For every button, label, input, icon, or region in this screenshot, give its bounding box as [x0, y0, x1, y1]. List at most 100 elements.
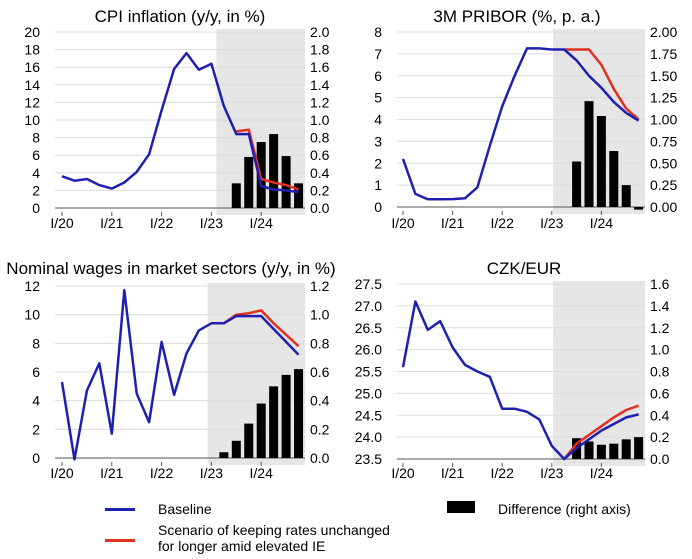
difference-bar	[294, 369, 304, 458]
y-right-tick-label: 1.0	[310, 112, 330, 128]
y-left-tick-label: 7	[374, 46, 382, 62]
x-tick-label: I/23	[540, 215, 564, 231]
y-left-tick-label: 12	[24, 278, 40, 294]
y-right-tick-label: 0.4	[310, 393, 330, 409]
y-left-tick-label: 18	[24, 42, 40, 58]
difference-bar	[584, 101, 594, 207]
y-right-tick-label: 0.0	[310, 200, 330, 216]
baseline-line	[401, 47, 640, 201]
y-left-tick-label: 4	[32, 165, 40, 181]
y-left-tick-label: 24.0	[355, 429, 382, 445]
y-left-tick-label: 8	[32, 335, 40, 351]
y-right-tick-label: 1.25	[650, 90, 677, 106]
x-tick-label: I/21	[441, 465, 465, 481]
x-tick-label: I/22	[150, 465, 174, 481]
y-left-tick-label: 25.0	[355, 385, 382, 401]
y-right-tick-label: 0.8	[310, 335, 330, 351]
legend-difference-swatch	[447, 501, 475, 513]
y-left-tick-label: 4	[374, 112, 382, 128]
y-right-tick-label: 2.00	[650, 24, 677, 40]
difference-bar	[219, 452, 229, 458]
chart-panel-4: 23.5 24.0 24.5 25.0 25.5 26.0 26.5 27.0 27.5 0.0 0…	[355, 259, 670, 481]
x-tick-label: I/21	[100, 465, 124, 481]
x-tick-label: I/20	[50, 215, 74, 231]
y-right-tick-label: 2.0	[310, 24, 330, 40]
legend-scenario-label-2: for longer amid elevated IE	[158, 538, 326, 554]
y-left-tick-label: 24.5	[355, 407, 382, 423]
chart-title: CZK/EUR	[487, 259, 562, 278]
y-left-tick-label: 14	[24, 77, 40, 93]
y-right-tick-label: 0.4	[310, 165, 330, 181]
y-left-tick-label: 27.5	[355, 276, 382, 292]
y-right-tick-label: 0.8	[310, 130, 330, 146]
difference-bar	[269, 386, 279, 458]
x-tick-label: I/24	[250, 465, 274, 481]
y-right-tick-label: 0.0	[650, 451, 670, 467]
y-left-tick-label: 0	[32, 200, 40, 216]
y-right-tick-label: 0.75	[650, 133, 677, 149]
y-right-tick-label: 1.2	[650, 320, 670, 336]
y-right-tick-label: 1.00	[650, 112, 677, 128]
difference-bar	[256, 403, 266, 458]
y-left-tick-label: 2	[32, 421, 40, 437]
y-left-tick-label: 0	[32, 450, 40, 466]
x-tick-label: I/22	[150, 215, 174, 231]
y-right-tick-label: 0.0	[310, 450, 330, 466]
baseline-line	[401, 300, 639, 461]
baseline-line	[61, 51, 299, 194]
legend-scenario-label-1: Scenario of keeping rates unchanged	[158, 522, 390, 538]
y-right-tick-label: 1.4	[650, 298, 670, 314]
legend-difference-label: Difference (right axis)	[498, 501, 631, 517]
difference-bar	[231, 440, 241, 458]
y-left-tick-label: 26.0	[355, 342, 382, 358]
x-tick-label: I/23	[540, 465, 564, 481]
x-tick-label: I/24	[250, 215, 274, 231]
y-right-tick-label: 0.2	[310, 421, 330, 437]
difference-bar	[596, 444, 606, 459]
chart-panel-3: 0 2 4 6 8 10 12 0.0 0.2 0.4 0.6 0.8 1.0 1.2 I/20 I/21 I/…	[6, 259, 335, 481]
chart-title: 3M PRIBOR (%, p. a.)	[433, 7, 600, 26]
scenario-line	[236, 128, 299, 191]
y-right-tick-label: 1.50	[650, 68, 677, 84]
y-right-tick-label: 0.25	[650, 177, 677, 193]
x-tick-label: I/22	[491, 215, 515, 231]
difference-bar	[572, 161, 582, 207]
y-left-tick-label: 4	[32, 393, 40, 409]
y-right-tick-label: 1.2	[310, 278, 330, 294]
y-right-tick-label: 1.2	[310, 94, 330, 110]
y-left-tick-label: 20	[24, 24, 40, 40]
difference-bar	[609, 443, 619, 459]
y-right-tick-label: 0.6	[650, 385, 670, 401]
scenario-line	[564, 48, 640, 121]
y-left-tick-label: 2	[32, 182, 40, 198]
chart-panel-1: 024681012141618200.00.20.40.60.81.01.21.…	[24, 7, 329, 231]
y-right-tick-label: 0.6	[310, 364, 330, 380]
y-right-tick-label: 0.6	[310, 147, 330, 163]
x-tick-label: I/21	[100, 215, 124, 231]
y-left-tick-label: 8	[374, 24, 382, 40]
difference-bar	[244, 156, 254, 208]
y-left-tick-label: 5	[374, 90, 382, 106]
y-left-tick-label: 6	[32, 364, 40, 380]
difference-bar	[621, 439, 631, 459]
y-left-tick-label: 26.5	[355, 320, 382, 336]
x-tick-label: I/20	[391, 215, 415, 231]
y-left-tick-label: 25.5	[355, 364, 382, 380]
y-right-tick-label: 1.6	[650, 276, 670, 292]
y-right-tick-label: 0.2	[650, 429, 670, 445]
y-right-tick-label: 0.4	[650, 407, 670, 423]
y-right-tick-label: 1.4	[310, 77, 330, 93]
difference-bar	[596, 116, 606, 207]
y-left-tick-label: 10	[24, 307, 40, 323]
y-left-tick-label: 0	[374, 199, 382, 215]
y-left-tick-label: 3	[374, 133, 382, 149]
legend-baseline-swatch	[105, 508, 135, 511]
x-tick-label: I/20	[391, 465, 415, 481]
x-tick-label: I/20	[50, 465, 74, 481]
x-tick-label: I/23	[200, 215, 224, 231]
legend-baseline-label: Baseline	[158, 501, 212, 517]
y-right-tick-label: 1.0	[310, 307, 330, 323]
difference-bar	[281, 374, 291, 458]
difference-bar	[634, 437, 644, 459]
chart-panel-2: 0 1 2 3 4 5 6 7 8 0.00 0.25 0.50 0.75 1.00 1.25 1.50 1.7…	[374, 7, 677, 231]
